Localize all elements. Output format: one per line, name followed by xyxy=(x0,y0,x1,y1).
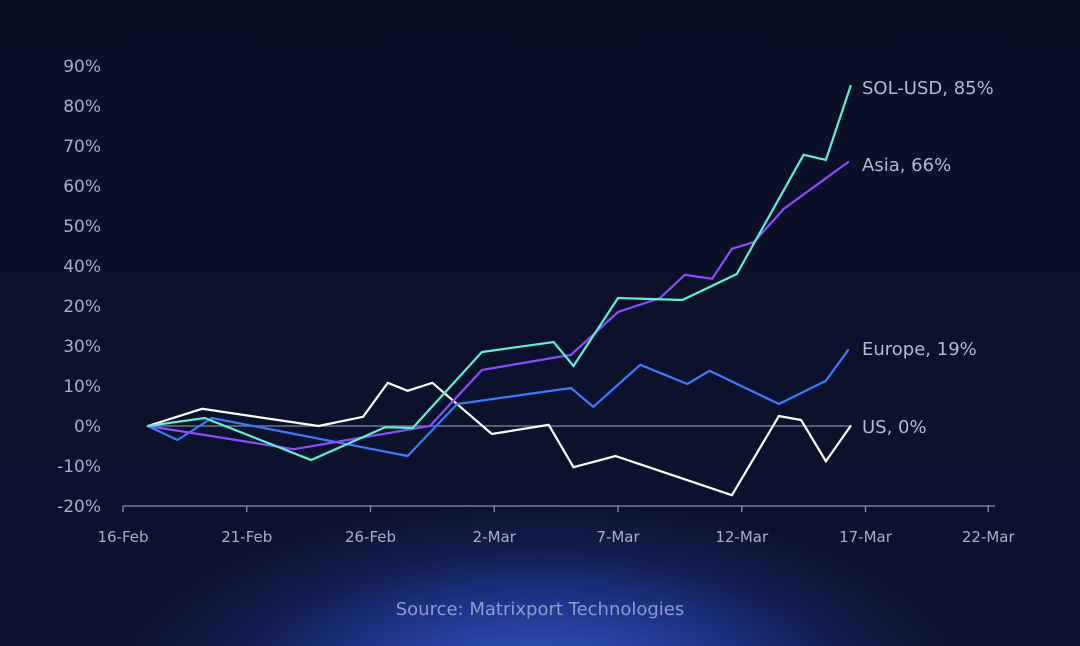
y-tick-label: 0% xyxy=(74,417,101,437)
x-tick-label: 22-Mar xyxy=(962,528,1016,546)
series-line-sol-usd xyxy=(146,84,852,462)
y-tick-label: 50% xyxy=(63,217,101,237)
x-tick-label: 12-Mar xyxy=(715,528,769,546)
end-label-us: US, 0% xyxy=(862,417,927,438)
y-tick-label: 70% xyxy=(63,137,101,157)
y-tick-label: 60% xyxy=(63,177,101,197)
end-label-europe: Europe, 19% xyxy=(862,339,977,360)
y-tick-label: 20% xyxy=(63,297,101,317)
end-label-sol-usd: SOL-USD, 85% xyxy=(862,78,994,99)
x-tick-label: 26-Feb xyxy=(345,528,396,546)
y-tick-label: -20% xyxy=(57,497,101,517)
source-caption: Source: Matrixport Technologies xyxy=(395,599,685,620)
y-tick-label: 30% xyxy=(63,337,101,357)
y-tick-label: 90% xyxy=(63,57,101,77)
y-tick-label: 40% xyxy=(63,257,101,277)
x-tick-label: 2-Mar xyxy=(473,528,517,546)
x-tick-label: 16-Feb xyxy=(97,528,148,546)
series-line-us xyxy=(146,381,852,497)
y-axis-labels: -20% -10% 0% 10% 30% 20% 40% 50% 60% 70% 80% 90% xyxy=(57,57,101,517)
end-label-asia: Asia, 66% xyxy=(862,155,951,176)
y-tick-label: -10% xyxy=(57,457,101,477)
x-tick-label: 7-Mar xyxy=(596,528,640,546)
x-axis: 16-Feb 21-Feb 26-Feb 2-Mar 7-Mar 12-Mar 17-Mar… xyxy=(97,505,1016,546)
series-line-asia xyxy=(146,160,850,451)
x-tick-label: 21-Feb xyxy=(221,528,272,546)
series-end-labels: SOL-USD, 85% Asia, 66% Europe, 19% US, 0% xyxy=(862,78,994,438)
x-tick-label: 17-Mar xyxy=(839,528,893,546)
y-tick-label: 80% xyxy=(63,97,101,117)
y-tick-label: 10% xyxy=(63,377,101,397)
series-lines xyxy=(146,84,852,497)
series-line-europe xyxy=(146,348,850,458)
